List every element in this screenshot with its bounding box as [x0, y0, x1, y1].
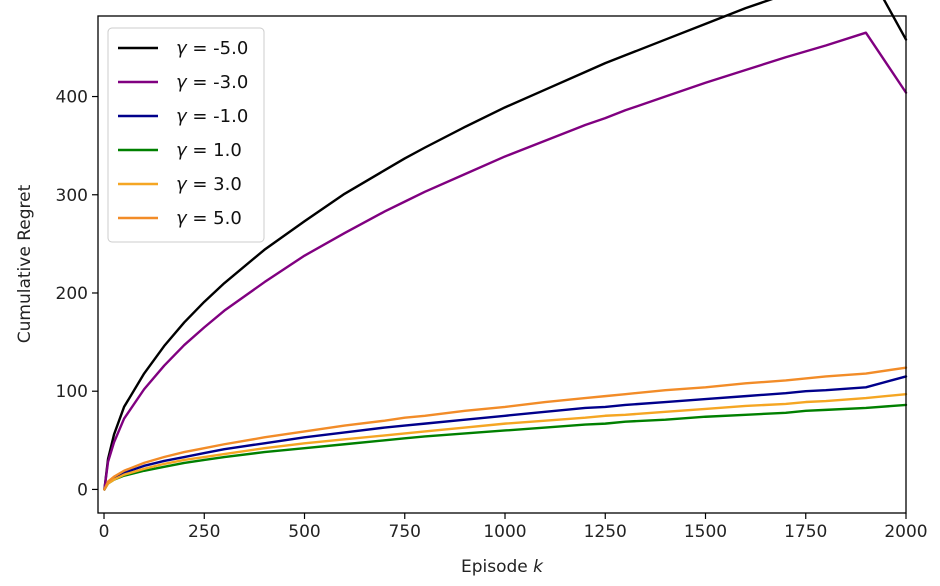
series-line-1 — [103, 0, 908, 491]
legend-value: = -1.0 — [187, 106, 249, 127]
legend-value: = 5.0 — [187, 208, 242, 229]
legend-variable: γ — [176, 72, 188, 93]
legend-variable: γ — [176, 140, 188, 161]
legend: γ = -5.0γ = -3.0γ = -1.0γ = 1.0γ = 3.0γ … — [107, 27, 265, 243]
legend-variable: γ — [176, 174, 188, 195]
legend-label-1: γ = -5.0 — [176, 38, 248, 59]
x-tick-label: 1500 — [684, 522, 727, 542]
legend-variable: γ — [176, 106, 188, 127]
x-tick-label: 2000 — [884, 522, 927, 542]
y-tick-label: 200 — [56, 284, 88, 304]
x-tick-label: 500 — [288, 522, 320, 542]
legend-variable: γ — [176, 208, 188, 229]
x-axis-label-variable: k — [533, 557, 544, 577]
series-line-3 — [103, 375, 908, 491]
legend-label-2: γ = -3.0 — [176, 72, 248, 93]
legend-value: = -3.0 — [187, 72, 249, 93]
series-line-5 — [103, 392, 908, 491]
x-tick-label: 750 — [389, 522, 421, 542]
x-tick-label: 1750 — [784, 522, 827, 542]
legend-variable: γ — [176, 38, 188, 59]
x-axis-label: Episode k — [461, 557, 544, 577]
x-axis-label-text: Episode — [461, 557, 533, 577]
y-tick-label: 0 — [77, 480, 88, 500]
legend-label-4: γ = 1.0 — [176, 140, 242, 161]
legend-label-3: γ = -1.0 — [176, 106, 248, 127]
legend-label-6: γ = 5.0 — [176, 208, 242, 229]
y-tick-label: 400 — [56, 88, 88, 108]
series-lines — [103, 0, 908, 491]
x-axis: 0 250 500 750 1000 1250 1500 1750 2000 — [99, 513, 928, 542]
legend-value: = 3.0 — [187, 174, 242, 195]
legend-value: = -5.0 — [187, 38, 249, 59]
legend-value: = 1.0 — [187, 140, 242, 161]
y-axis-label: Cumulative Regret — [15, 184, 35, 343]
series-line-4 — [103, 403, 908, 491]
legend-label-5: γ = 3.0 — [176, 174, 242, 195]
x-tick-label: 1250 — [584, 522, 627, 542]
x-tick-label: 0 — [99, 522, 110, 542]
y-tick-label: 100 — [56, 382, 88, 402]
x-tick-label: 1000 — [483, 522, 526, 542]
series-line-6 — [103, 366, 908, 491]
y-axis: 0 100 200 300 400 — [56, 88, 98, 500]
series-line-2 — [103, 31, 908, 491]
plot-frame — [97, 15, 907, 514]
x-tick-label: 250 — [188, 522, 220, 542]
y-tick-label: 300 — [56, 186, 88, 206]
